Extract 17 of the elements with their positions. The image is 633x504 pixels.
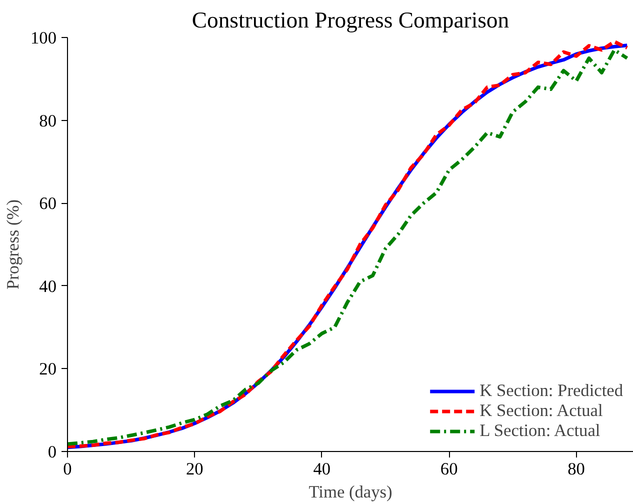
legend-label: K Section: Predicted [480, 381, 623, 401]
y-tick-label: 40 [39, 276, 56, 296]
legend-label: K Section: Actual [480, 401, 603, 421]
x-axis-title: Time (days) [308, 482, 393, 502]
x-tick-label: 60 [440, 460, 458, 478]
y-tick-label: 20 [39, 360, 56, 379]
legend-label: L Section: Actual [480, 421, 600, 441]
x-tick-label: 0 [63, 460, 72, 478]
x-tick-label: 20 [186, 460, 204, 478]
x-tick-label: 80 [568, 460, 585, 478]
x-tick-label: 40 [313, 460, 331, 478]
y-axis-title: Progress (%) [4, 199, 23, 290]
chart-title: Construction Progress Comparison [192, 8, 510, 32]
y-tick-label: 80 [39, 111, 56, 130]
y-tick-label: 60 [39, 194, 56, 214]
y-tick-label: 100 [30, 28, 57, 48]
y-tick-label: 0 [48, 442, 57, 462]
